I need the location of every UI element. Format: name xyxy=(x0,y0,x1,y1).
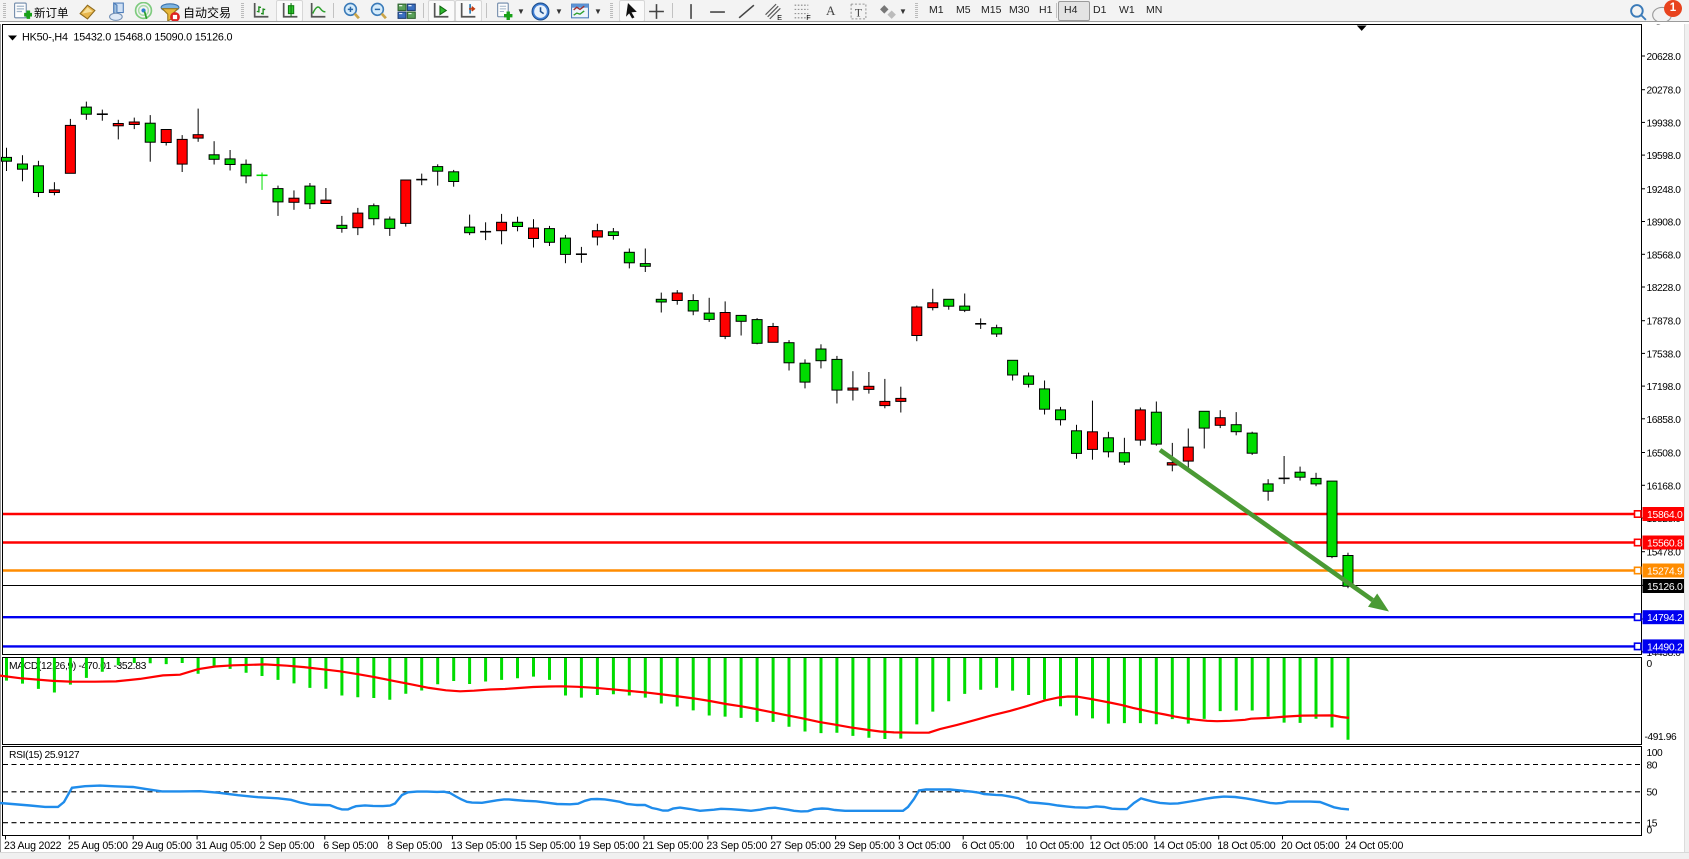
svg-text:20628.0: 20628.0 xyxy=(1647,52,1682,63)
svg-text:80: 80 xyxy=(1647,760,1658,771)
svg-text:27 Sep 05:00: 27 Sep 05:00 xyxy=(770,840,831,852)
svg-text:15: 15 xyxy=(1647,819,1658,830)
svg-text:20278.0: 20278.0 xyxy=(1647,86,1682,97)
svg-text:MACD(12,26,9) -470.01 -352.83: MACD(12,26,9) -470.01 -352.83 xyxy=(9,661,147,672)
svg-text:18 Oct 05:00: 18 Oct 05:00 xyxy=(1217,840,1276,852)
svg-text:29 Sep 05:00: 29 Sep 05:00 xyxy=(834,840,895,852)
svg-text:14 Oct 05:00: 14 Oct 05:00 xyxy=(1153,840,1212,852)
svg-text:F: F xyxy=(806,13,811,21)
svg-text:17538.0: 17538.0 xyxy=(1647,349,1682,360)
svg-text:2 Sep 05:00: 2 Sep 05:00 xyxy=(259,840,314,852)
svg-text:50: 50 xyxy=(1647,788,1658,799)
svg-text:6 Oct 05:00: 6 Oct 05:00 xyxy=(962,840,1015,852)
svg-text:15 Sep 05:00: 15 Sep 05:00 xyxy=(515,840,576,852)
svg-text:19938.0: 19938.0 xyxy=(1647,118,1682,129)
svg-text:15864.0: 15864.0 xyxy=(1647,510,1683,521)
svg-text:16508.0: 16508.0 xyxy=(1647,449,1682,460)
svg-text:14794.2: 14794.2 xyxy=(1647,613,1683,624)
svg-text:23 Aug 2022: 23 Aug 2022 xyxy=(4,840,62,852)
svg-text:18908.0: 18908.0 xyxy=(1647,218,1682,229)
svg-text:15478.0: 15478.0 xyxy=(1647,548,1682,559)
svg-text:21 Sep 05:00: 21 Sep 05:00 xyxy=(643,840,704,852)
svg-text:RSI(15) 25.9127: RSI(15) 25.9127 xyxy=(9,750,80,761)
svg-text:16858.0: 16858.0 xyxy=(1647,415,1682,426)
svg-text:13 Sep 05:00: 13 Sep 05:00 xyxy=(451,840,512,852)
svg-text:18228.0: 18228.0 xyxy=(1647,283,1682,294)
svg-text:14490.2: 14490.2 xyxy=(1647,642,1683,653)
svg-text:6 Sep 05:00: 6 Sep 05:00 xyxy=(323,840,378,852)
svg-text:12 Oct 05:00: 12 Oct 05:00 xyxy=(1090,840,1149,852)
svg-text:19 Sep 05:00: 19 Sep 05:00 xyxy=(579,840,640,852)
svg-text:0: 0 xyxy=(1647,826,1653,837)
svg-text:HK50-,H4 15432.0 15468.0 1509: HK50-,H4 15432.0 15468.0 15090.0 15126.0 xyxy=(22,32,233,44)
svg-text:E: E xyxy=(777,13,782,21)
svg-text:16168.0: 16168.0 xyxy=(1647,481,1682,492)
svg-text:0: 0 xyxy=(1647,659,1653,670)
svg-text:8 Sep 05:00: 8 Sep 05:00 xyxy=(387,840,442,852)
svg-text:15126.0: 15126.0 xyxy=(1647,582,1683,593)
svg-text:19248.0: 19248.0 xyxy=(1647,185,1682,196)
svg-text:15560.8: 15560.8 xyxy=(1647,539,1683,550)
svg-text:23 Sep 05:00: 23 Sep 05:00 xyxy=(706,840,767,852)
svg-text:-491.96: -491.96 xyxy=(1645,732,1677,743)
svg-text:25 Aug 05:00: 25 Aug 05:00 xyxy=(68,840,128,852)
svg-text:10 Oct 05:00: 10 Oct 05:00 xyxy=(1026,840,1085,852)
svg-text:24 Oct 05:00: 24 Oct 05:00 xyxy=(1345,840,1404,852)
svg-text:T: T xyxy=(855,6,862,19)
svg-text:15274.9: 15274.9 xyxy=(1647,567,1683,578)
svg-text:29 Aug 05:00: 29 Aug 05:00 xyxy=(132,840,192,852)
svg-text:20 Oct 05:00: 20 Oct 05:00 xyxy=(1281,840,1340,852)
svg-text:17198.0: 17198.0 xyxy=(1647,382,1682,393)
svg-text:17878.0: 17878.0 xyxy=(1647,317,1682,328)
svg-text:100: 100 xyxy=(1647,748,1664,759)
svg-text:31 Aug 05:00: 31 Aug 05:00 xyxy=(196,840,256,852)
svg-text:19598.0: 19598.0 xyxy=(1647,151,1682,162)
svg-text:18568.0: 18568.0 xyxy=(1647,250,1682,261)
svg-text:3 Oct 05:00: 3 Oct 05:00 xyxy=(898,840,951,852)
